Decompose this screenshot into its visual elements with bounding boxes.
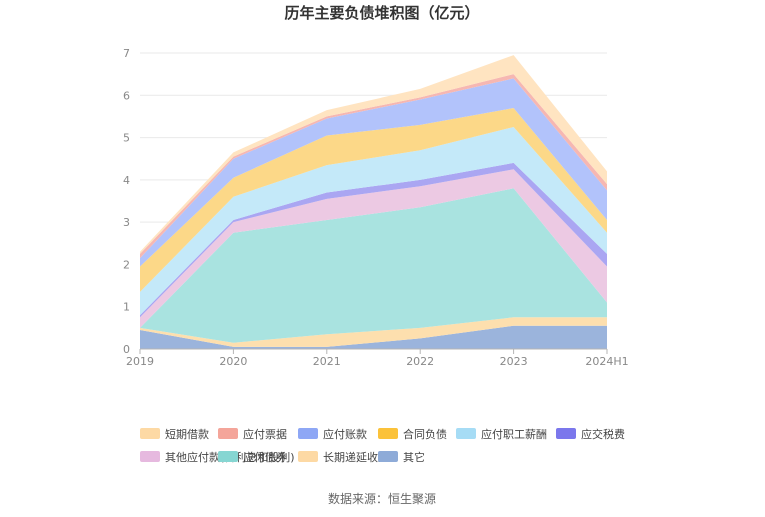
legend-swatch bbox=[556, 428, 576, 439]
x-tick-label: 2024H1 bbox=[585, 355, 628, 368]
legend-swatch bbox=[456, 428, 476, 439]
legend-label: 短期借款 bbox=[165, 427, 209, 441]
x-tick-label: 2021 bbox=[313, 355, 341, 368]
legend-label: 应付票据 bbox=[243, 427, 287, 441]
legend-label: 合同负债 bbox=[403, 427, 447, 441]
y-tick-label: 2 bbox=[123, 258, 130, 271]
area-0 bbox=[140, 325, 607, 349]
legend-swatch bbox=[378, 451, 398, 462]
area-6 bbox=[140, 108, 607, 292]
x-tick-label: 2019 bbox=[126, 355, 154, 368]
legend-label: 长期递延收益 bbox=[323, 450, 389, 464]
axes: 0 1 2 3 4 5 6 7 2019 2020 2021 2022 2023 2024H1 bbox=[123, 47, 629, 368]
x-tick-label: 2020 bbox=[219, 355, 247, 368]
area-1 bbox=[140, 317, 607, 347]
y-tick-label: 5 bbox=[123, 132, 130, 145]
legend-swatch bbox=[140, 451, 160, 462]
area-5 bbox=[140, 127, 607, 316]
chart-title: 历年主要负债堆积图（亿元） bbox=[284, 4, 479, 22]
legend-swatch bbox=[140, 428, 160, 439]
legend-swatch bbox=[218, 428, 238, 439]
legend-label: 应付职工薪酬 bbox=[481, 427, 547, 441]
legend-swatch bbox=[218, 451, 238, 462]
legend-swatch bbox=[298, 428, 318, 439]
area-2 bbox=[140, 188, 607, 343]
y-tick-label: 6 bbox=[123, 89, 130, 102]
legend-label: 应付账款 bbox=[323, 427, 367, 441]
legend-label: 应交税费 bbox=[581, 427, 625, 441]
legend-swatch bbox=[298, 451, 318, 462]
y-tick-label: 3 bbox=[123, 216, 130, 229]
area-9 bbox=[140, 55, 607, 254]
legend-label: 其它 bbox=[403, 450, 425, 464]
y-tick-label: 7 bbox=[123, 47, 130, 60]
legend-swatch bbox=[378, 428, 398, 439]
area-series bbox=[140, 55, 607, 349]
legend-label: 应付债券 bbox=[243, 450, 287, 464]
area-7 bbox=[140, 78, 607, 267]
y-tick-label: 0 bbox=[123, 343, 130, 356]
y-tick-label: 4 bbox=[123, 174, 130, 187]
legend: 短期借款应付票据应付账款合同负债应付职工薪酬应交税费其他应付款(含利息和股利)应… bbox=[140, 427, 625, 464]
area-3 bbox=[140, 169, 607, 328]
data-source: 数据来源：恒生聚源 bbox=[328, 491, 436, 506]
x-tick-label: 2023 bbox=[500, 355, 528, 368]
x-tick-label: 2022 bbox=[406, 355, 434, 368]
y-tick-label: 1 bbox=[123, 301, 130, 314]
